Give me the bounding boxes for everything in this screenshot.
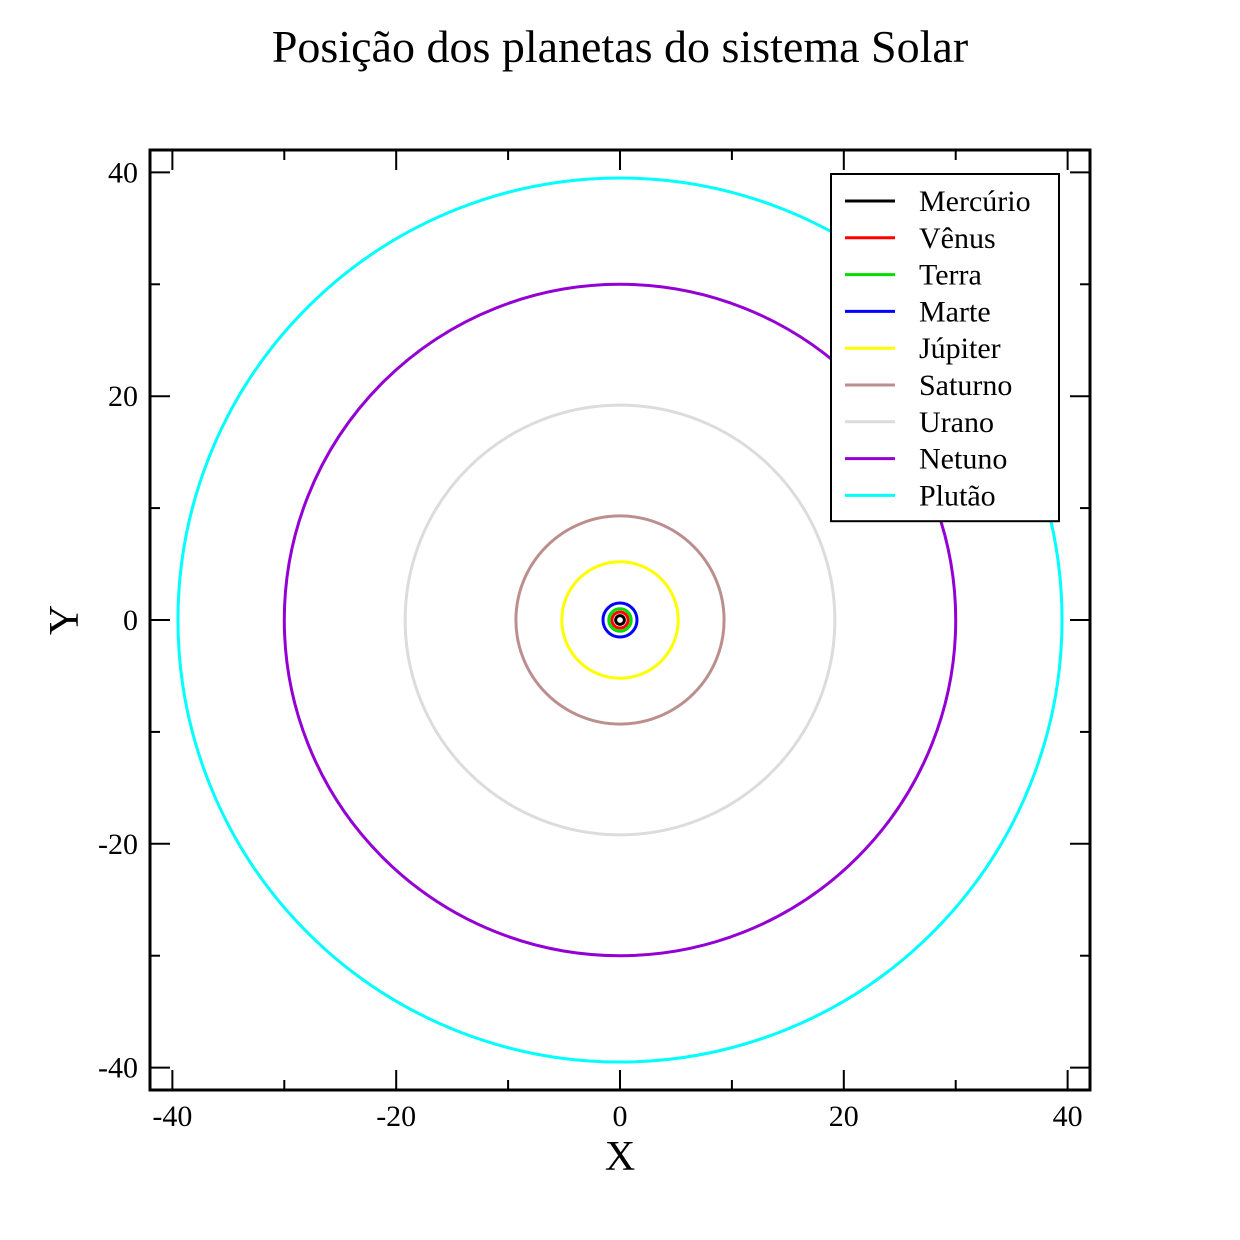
orbit-0 (614, 614, 626, 626)
x-tick-label: -40 (152, 1100, 192, 1133)
y-tick-label: 40 (108, 156, 138, 189)
chart-title: Posição dos planetas do sistema Solar (272, 21, 968, 72)
orbit-5 (514, 514, 726, 726)
x-axis-label: X (605, 1134, 635, 1180)
x-tick-labels: -40 -20 0 20 40 (152, 1100, 1082, 1133)
orbit-4 (560, 560, 680, 680)
legend-label: Plutão (919, 479, 996, 512)
orbit-6 (403, 403, 837, 837)
y-tick-label: -40 (98, 1052, 138, 1085)
y-axis-label: Y (42, 605, 88, 635)
legend-label: Saturno (919, 369, 1012, 402)
legend-label: Netuno (919, 443, 1007, 476)
orbit-8 (176, 176, 1064, 1064)
legend-label: Terra (919, 259, 982, 292)
y-tick-label: 0 (123, 604, 138, 637)
x-tick-label: -20 (376, 1100, 416, 1133)
y-tick-labels: -40 -20 0 20 40 (98, 156, 138, 1084)
x-tick-label: 0 (613, 1100, 628, 1133)
y-tick-label: -20 (98, 828, 138, 861)
legend-label: Júpiter (919, 332, 1001, 365)
legend-label: Mercúrio (919, 185, 1031, 218)
orbit-1 (610, 610, 630, 630)
orbit-7 (282, 282, 958, 958)
y-tick-label: 20 (108, 380, 138, 413)
orbits (176, 176, 1064, 1064)
orbit-3 (601, 601, 639, 639)
x-tick-label: 40 (1053, 1100, 1083, 1133)
legend-label: Vênus (919, 222, 996, 255)
legend-label: Marte (919, 295, 991, 328)
x-tick-label: 20 (829, 1100, 859, 1133)
axis-ticks (150, 150, 1090, 1090)
legend-label: Urano (919, 406, 994, 439)
orbit-2 (607, 607, 633, 633)
